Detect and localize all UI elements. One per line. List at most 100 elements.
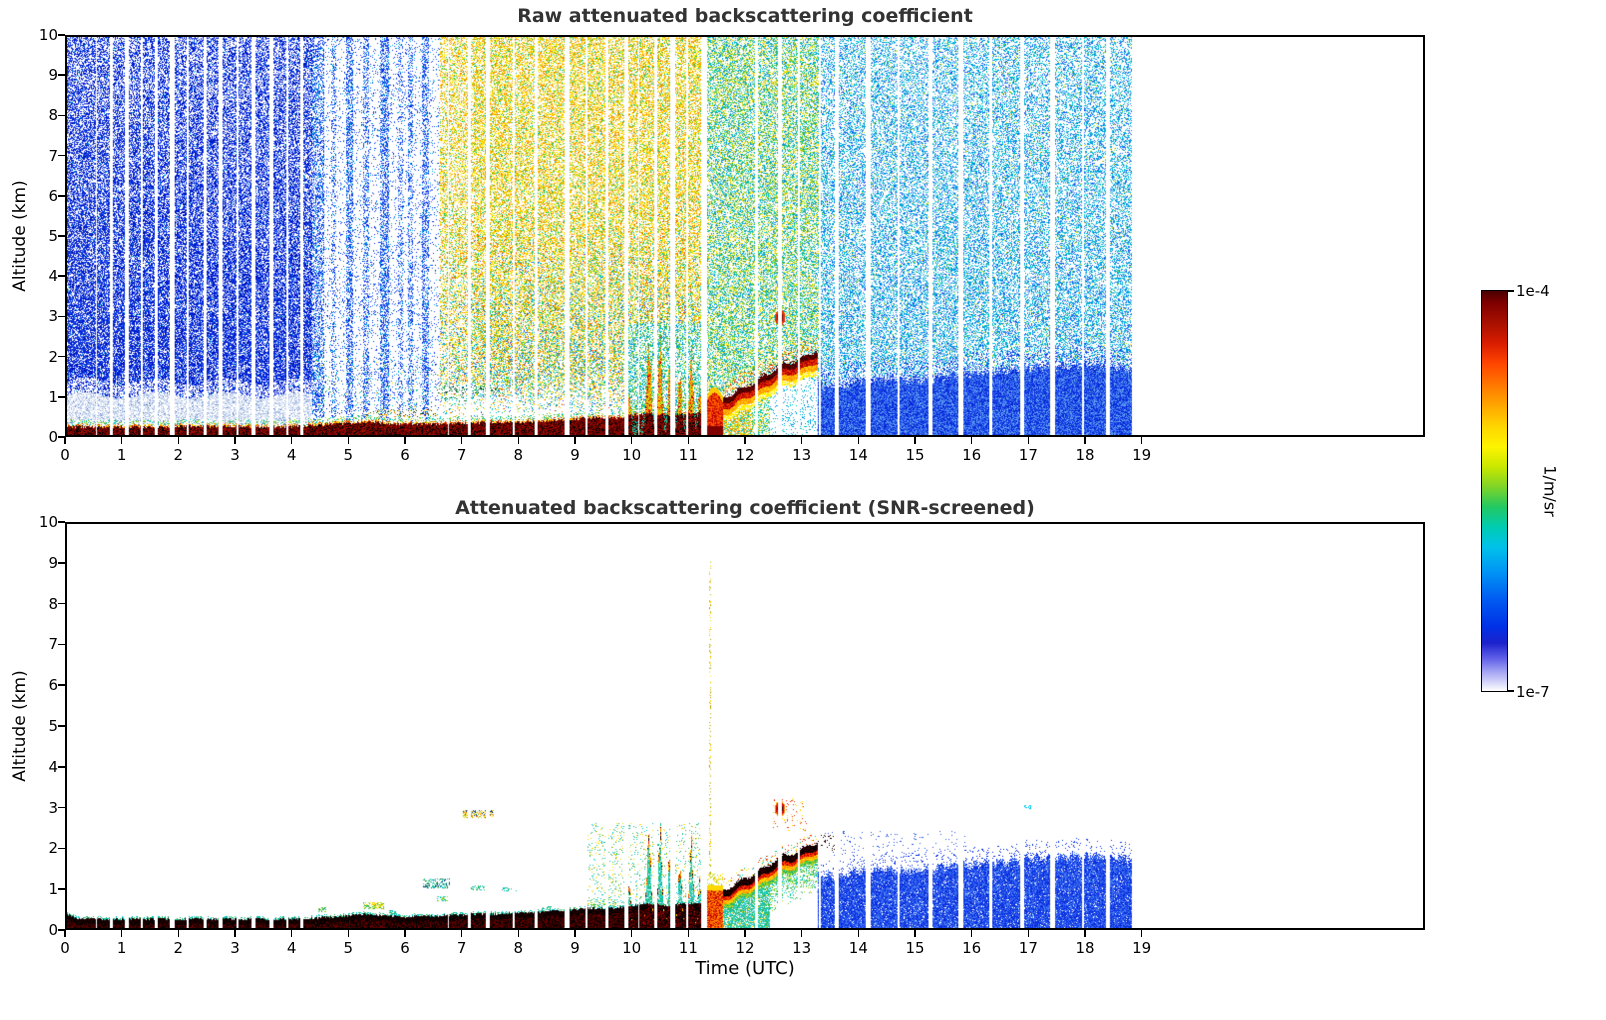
x-tick-mark (290, 930, 293, 937)
x-tick-label: 19 (1132, 446, 1152, 464)
x-tick-label: 18 (1075, 939, 1095, 957)
x-tick-mark (347, 930, 350, 937)
y-tick-mark (58, 195, 65, 197)
y-tick-mark (58, 766, 65, 768)
x-tick-label: 18 (1075, 446, 1095, 464)
x-tick-mark (1084, 437, 1086, 444)
y-tick-label: 3 (48, 798, 58, 817)
x-tick-mark (404, 930, 406, 937)
y-tick-label: 7 (48, 146, 58, 165)
y-tick-label: 6 (48, 186, 58, 205)
x-tick-mark (1027, 437, 1030, 444)
x-tick-label: 19 (1132, 939, 1152, 957)
y-tick-label: 2 (48, 839, 58, 858)
y-tick-mark (58, 725, 65, 727)
y-tick-label: 4 (48, 267, 58, 286)
colorbar-min-label: 1e-7 (1516, 683, 1550, 701)
top-panel-plot-area (65, 35, 1425, 437)
x-tick-mark (64, 437, 66, 444)
x-tick-label: 12 (735, 446, 755, 464)
x-tick-mark (347, 437, 350, 444)
bottom-panel-plot-area (65, 522, 1425, 930)
x-tick-mark (64, 930, 66, 937)
x-tick-mark (914, 930, 916, 937)
x-tick-mark (630, 437, 633, 444)
x-tick-mark (460, 930, 463, 937)
screened-heatmap-canvas (67, 524, 1423, 928)
colorbar-max-label: 1e-4 (1516, 282, 1550, 300)
y-tick-label: 7 (48, 635, 58, 654)
x-tick-label: 7 (456, 446, 467, 464)
y-tick-mark (58, 396, 65, 398)
x-tick-label: 11 (678, 446, 698, 464)
x-tick-mark (1084, 930, 1086, 937)
x-axis-label: Time (UTC) (695, 958, 795, 979)
x-tick-label: 17 (1018, 446, 1038, 464)
y-tick-mark (58, 355, 65, 358)
x-tick-label: 17 (1018, 939, 1038, 957)
y-tick-label: 8 (48, 594, 58, 613)
y-tick-label: 10 (38, 26, 58, 44)
x-tick-label: 8 (513, 446, 524, 464)
x-tick-label: 16 (962, 939, 982, 957)
colorbar-gradient (1482, 291, 1507, 691)
x-tick-label: 12 (735, 939, 755, 957)
x-tick-mark (1140, 930, 1143, 937)
raw-heatmap-canvas (67, 37, 1423, 435)
y-tick-mark (58, 154, 65, 157)
x-tick-label: 6 (400, 939, 410, 957)
x-tick-mark (460, 437, 463, 444)
x-tick-mark (687, 437, 690, 444)
y-tick-mark (58, 602, 65, 605)
x-tick-mark (290, 437, 293, 444)
x-tick-mark (970, 930, 973, 937)
y-tick-mark (58, 888, 65, 890)
x-tick-label: 9 (570, 939, 580, 957)
y-tick-mark (58, 114, 65, 117)
y-tick-label: 5 (48, 717, 58, 735)
x-tick-label: 0 (60, 446, 70, 464)
y-tick-label: 3 (48, 307, 58, 326)
x-tick-mark (857, 437, 860, 444)
x-tick-label: 0 (60, 939, 70, 957)
x-tick-mark (914, 437, 916, 444)
x-tick-label: 11 (678, 939, 698, 957)
x-tick-label: 1 (116, 446, 127, 464)
y-tick-label: 9 (48, 66, 58, 85)
x-tick-mark (1027, 930, 1030, 937)
x-tick-label: 4 (286, 446, 297, 464)
x-tick-mark (687, 930, 690, 937)
x-tick-label: 9 (570, 446, 580, 464)
y-tick-label: 10 (38, 513, 58, 531)
x-tick-label: 14 (848, 939, 868, 957)
y-tick-mark (58, 806, 65, 809)
x-tick-mark (800, 437, 803, 444)
x-tick-label: 13 (792, 939, 812, 957)
x-tick-mark (1140, 437, 1143, 444)
x-tick-label: 15 (905, 939, 925, 957)
y-tick-mark (58, 643, 65, 646)
x-tick-mark (744, 930, 746, 937)
x-tick-mark (234, 437, 236, 444)
y-tick-label: 0 (48, 921, 58, 939)
y-tick-mark (58, 315, 65, 318)
top-panel-title: Raw attenuated backscattering coefficien… (517, 5, 973, 27)
x-tick-label: 16 (962, 446, 982, 464)
x-tick-label: 13 (792, 446, 812, 464)
x-tick-label: 7 (456, 939, 467, 957)
bottom-panel-title: Attenuated backscattering coefficient (S… (455, 497, 1035, 519)
x-tick-label: 4 (286, 939, 297, 957)
y-tick-label: 8 (48, 106, 58, 125)
x-tick-mark (517, 930, 520, 937)
colorbar (1481, 290, 1508, 692)
x-tick-mark (744, 437, 746, 444)
y-tick-mark (58, 275, 65, 277)
x-tick-label: 2 (173, 446, 184, 464)
colorbar-unit-label: 1/m/sr (1540, 465, 1560, 517)
y-tick-mark (58, 235, 65, 237)
x-tick-label: 14 (848, 446, 868, 464)
y-tick-label: 9 (48, 553, 58, 572)
x-tick-label: 10 (622, 446, 642, 464)
x-tick-mark (630, 930, 633, 937)
